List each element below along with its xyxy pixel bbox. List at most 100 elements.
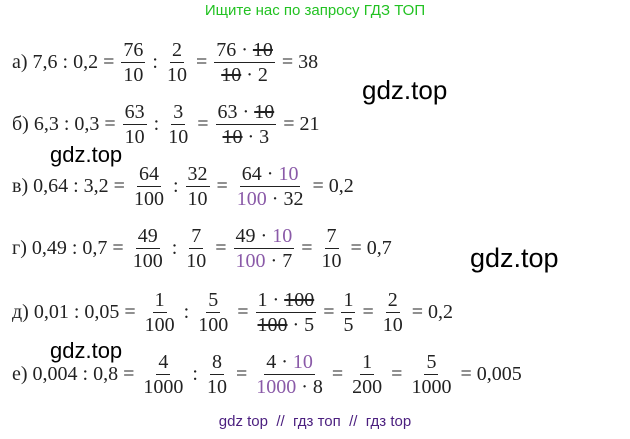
denominator: 10 xyxy=(205,375,229,399)
math-text: 10 xyxy=(187,188,208,210)
math-text: е) 0,004 : 0,8 = xyxy=(12,363,135,385)
math-text: = xyxy=(215,237,227,259)
denominator: 100 xyxy=(132,187,166,211)
math-text: = 0,7 xyxy=(350,237,392,259)
denominator: 100 · 7 xyxy=(234,249,295,273)
math-text: 10 xyxy=(221,64,242,86)
numerator: 2 xyxy=(169,38,184,63)
math-text: 3 xyxy=(173,101,184,123)
math-text: 10 xyxy=(278,163,299,185)
fraction: 5 1000 xyxy=(409,350,453,399)
math-text: · 8 xyxy=(296,376,323,398)
numerator: 5 xyxy=(424,350,439,375)
watermark: gdz.top xyxy=(50,142,123,167)
denominator: 1000 xyxy=(141,375,185,399)
fraction: 2 10 xyxy=(165,38,189,87)
denominator: 1000 · 8 xyxy=(254,375,325,399)
math-text: 10 xyxy=(168,126,189,148)
denominator: 100 · 32 xyxy=(235,187,306,211)
math-text: 100 xyxy=(235,250,266,272)
watermark: gdz.top xyxy=(362,75,448,105)
denominator: 100 xyxy=(131,249,165,273)
numerator: 63 · 10 xyxy=(215,100,277,125)
equation-row: е) 0,004 : 0,8 = 4 1000:8 10 = 4 · 10 1000 · 8… xyxy=(8,350,526,399)
math-text: = 21 xyxy=(283,113,320,135)
denominator: 100 xyxy=(143,313,177,337)
math-text: 49 xyxy=(137,225,158,247)
math-text: б) 6,3 : 0,3 = xyxy=(12,113,116,135)
math-text: 10 xyxy=(186,250,207,272)
numerator: 63 xyxy=(122,100,147,125)
watermark: gdz.top xyxy=(470,243,559,273)
math-text: 10 xyxy=(166,64,187,86)
numerator: 1 xyxy=(360,350,375,375)
math-text: 10 xyxy=(382,314,403,336)
numerator: 7 xyxy=(324,224,339,249)
math-text: а) 7,6 : 0,2 = xyxy=(12,51,115,73)
math-text: : xyxy=(172,175,179,197)
math-text: : xyxy=(152,51,158,73)
fraction: 76 · 10 10 · 2 xyxy=(214,38,275,87)
math-text: 4 · xyxy=(266,351,293,373)
math-text: 32 xyxy=(187,163,208,185)
header: Ищите нас по запросу ГДЗ ТОП xyxy=(204,2,426,19)
numerator: 64 · 10 xyxy=(239,162,301,187)
numerator: 7 xyxy=(189,224,204,249)
numerator: 1 xyxy=(152,288,167,313)
math-text: 10 xyxy=(254,101,275,123)
math-text: · 32 xyxy=(266,188,304,210)
numerator: 76 xyxy=(121,38,146,63)
numerator: 1 xyxy=(341,288,356,313)
numerator: 4 xyxy=(156,350,171,375)
numerator: 1 · 100 xyxy=(255,288,317,313)
denominator: 10 xyxy=(320,249,344,273)
math-text: 64 xyxy=(138,163,159,185)
math-text: = 38 xyxy=(281,51,319,73)
numerator: 32 xyxy=(185,162,210,187)
denominator: 10 · 2 xyxy=(219,63,270,87)
math-text: 63 · xyxy=(217,101,255,123)
fraction: 1 100 xyxy=(143,288,177,337)
math-text: = xyxy=(362,301,374,323)
math-text: = xyxy=(195,51,208,73)
math-text: 1000 xyxy=(256,376,297,398)
fraction: 1 · 100 100 · 5 xyxy=(255,288,317,337)
fraction: 3 10 xyxy=(166,100,190,149)
math-text: 100 xyxy=(284,289,315,311)
math-text: · 3 xyxy=(242,126,270,148)
fraction: 32 10 xyxy=(185,162,210,211)
math-text: 10 xyxy=(321,250,342,272)
fraction: 7 10 xyxy=(184,224,208,273)
fraction: 64 · 10 100 · 32 xyxy=(235,162,306,211)
denominator: 10 xyxy=(165,63,189,87)
math-text: 10 xyxy=(123,64,144,86)
numerator: 49 · 10 xyxy=(233,224,295,249)
math-text: 1000 xyxy=(411,376,452,398)
math-text: 5 xyxy=(426,351,437,373)
math-text: г) 0,49 : 0,7 = xyxy=(12,237,124,259)
math-text: : xyxy=(153,113,160,135)
fraction: 7 10 xyxy=(320,224,344,273)
math-text: 10 xyxy=(206,376,227,398)
numerator: 64 xyxy=(136,162,161,187)
fraction: 49 100 xyxy=(131,224,165,273)
math-text: = xyxy=(216,175,228,197)
numerator: 8 xyxy=(209,350,224,375)
math-text: 200 xyxy=(352,376,383,398)
math-text: 5 xyxy=(343,314,354,336)
math-text: 1 xyxy=(362,351,373,373)
math-text: 63 xyxy=(124,101,145,123)
math-text: 49 · xyxy=(235,225,273,247)
denominator: 10 · 3 xyxy=(221,125,272,149)
math-text: 5 xyxy=(208,289,219,311)
denominator: 100 · 5 xyxy=(256,313,317,337)
denominator: 10 xyxy=(381,313,405,337)
math-text: 1 · xyxy=(257,289,285,311)
math-text: 10 xyxy=(292,351,313,373)
math-text: 8 xyxy=(211,351,222,373)
fraction: 49 · 10 100 · 7 xyxy=(233,224,295,273)
math-text: : xyxy=(183,301,190,323)
math-text: 7 xyxy=(326,225,337,247)
math-text: : xyxy=(171,237,178,259)
math-text: 100 xyxy=(257,314,288,336)
